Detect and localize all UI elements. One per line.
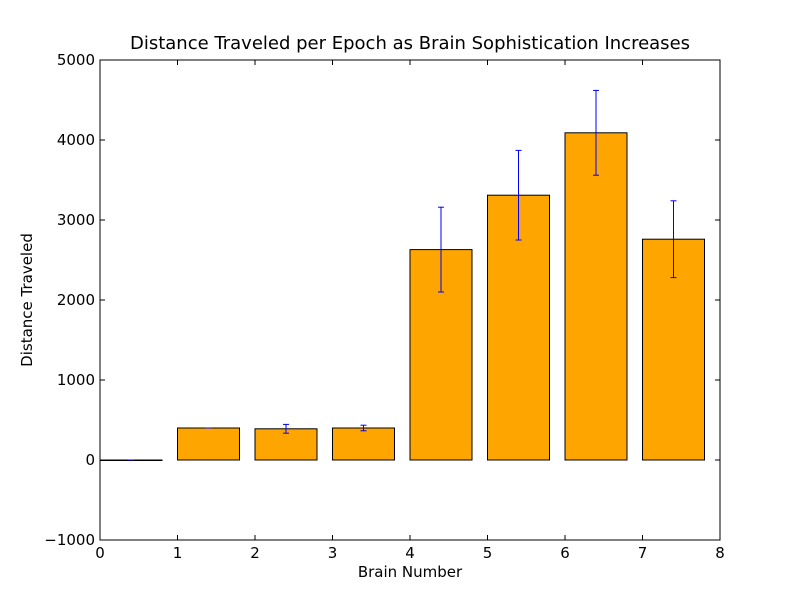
bar-1 (177, 427, 240, 461)
x-tick-label: 3 (328, 544, 338, 562)
y-tick-label: 0 (85, 451, 95, 469)
x-tick-label: 0 (95, 544, 105, 562)
error-bar-4 (438, 206, 444, 293)
error-bars-layer (128, 89, 677, 461)
y-tick-label: 1000 (57, 371, 95, 389)
x-tick-label: 4 (405, 544, 415, 562)
x-tick-label: 1 (173, 544, 183, 562)
bar-6 (564, 132, 628, 461)
error-bar-7 (670, 200, 677, 279)
y-axis: −1000 0 1000 2000 3000 4000 5000 (44, 51, 720, 549)
x-axis-label: Brain Number (358, 563, 463, 581)
error-bar-5 (515, 149, 522, 241)
y-axis-label: Distance Traveled (18, 233, 36, 367)
x-tick-label: 7 (638, 544, 648, 562)
y-tick-label: 5000 (57, 51, 95, 69)
x-tick-label: 5 (483, 544, 493, 562)
x-axis: 0 1 2 3 4 5 6 7 8 (95, 60, 725, 562)
error-bar-2 (283, 423, 289, 434)
y-tick-label: 4000 (57, 131, 95, 149)
y-tick-label: 3000 (57, 211, 95, 229)
chart-title: Distance Traveled per Epoch as Brain Sop… (130, 33, 690, 54)
bar-3 (332, 427, 395, 461)
bars-layer (99, 132, 705, 461)
error-bar-3 (360, 424, 367, 432)
x-tick-label: 6 (560, 544, 570, 562)
y-tick-label: 2000 (57, 291, 95, 309)
y-tick-label: −1000 (44, 531, 95, 549)
error-bar-6 (593, 89, 599, 176)
x-tick-label: 2 (250, 544, 260, 562)
x-tick-label: 8 (715, 544, 725, 562)
